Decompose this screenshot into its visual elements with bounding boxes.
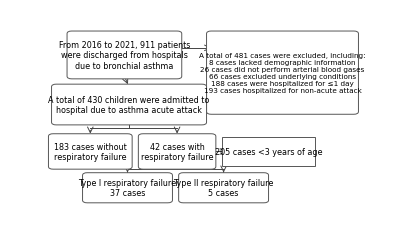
FancyBboxPatch shape bbox=[206, 32, 358, 115]
Text: A total of 430 children were admitted to
hospital due to asthma acute attack: A total of 430 children were admitted to… bbox=[48, 95, 210, 115]
Text: 183 cases without
respiratory failure: 183 cases without respiratory failure bbox=[54, 142, 127, 161]
Text: Type II respiratory failure
5 cases: Type II respiratory failure 5 cases bbox=[174, 178, 274, 198]
FancyBboxPatch shape bbox=[67, 32, 182, 79]
FancyBboxPatch shape bbox=[179, 173, 268, 203]
Text: From 2016 to 2021, 911 patients
were discharged from hospitals
due to bronchial : From 2016 to 2021, 911 patients were dis… bbox=[59, 41, 190, 71]
Text: Type I respiratory failure
37 cases: Type I respiratory failure 37 cases bbox=[78, 178, 176, 198]
FancyBboxPatch shape bbox=[138, 134, 216, 169]
Text: 205 cases <3 years of age: 205 cases <3 years of age bbox=[215, 147, 322, 156]
Text: 42 cases with
respiratory failure: 42 cases with respiratory failure bbox=[141, 142, 213, 161]
FancyBboxPatch shape bbox=[52, 85, 206, 125]
Text: A total of 481 cases were excluded, including:
8 cases lacked demographic inform: A total of 481 cases were excluded, incl… bbox=[199, 53, 366, 94]
FancyBboxPatch shape bbox=[222, 138, 315, 166]
FancyBboxPatch shape bbox=[48, 134, 132, 169]
FancyBboxPatch shape bbox=[82, 173, 172, 203]
